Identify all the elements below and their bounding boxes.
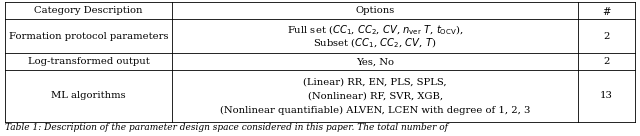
Text: Subset ($CC_1$, $CC_2$, $CV$, $T$): Subset ($CC_1$, $CC_2$, $CV$, $T$)	[314, 36, 437, 50]
Text: 2: 2	[604, 57, 610, 66]
Text: Log-transformed output: Log-transformed output	[28, 57, 149, 66]
Text: (Nonlinear quantifiable) ALVEN, LCEN with degree of 1, 2, 3: (Nonlinear quantifiable) ALVEN, LCEN wit…	[220, 106, 531, 115]
Text: Category Description: Category Description	[35, 6, 143, 15]
Text: Full set ($CC_1$, $CC_2$, $CV$, $n_\mathrm{ver}$ $T$, $t_\mathrm{OCV}$),: Full set ($CC_1$, $CC_2$, $CV$, $n_\math…	[287, 24, 463, 37]
Text: 13: 13	[600, 92, 613, 101]
Text: (Linear) RR, EN, PLS, SPLS,: (Linear) RR, EN, PLS, SPLS,	[303, 77, 447, 86]
Text: (Nonlinear) RF, SVR, XGB,: (Nonlinear) RF, SVR, XGB,	[308, 92, 443, 101]
Text: $\#$: $\#$	[602, 5, 611, 17]
Text: Options: Options	[355, 6, 395, 15]
Text: Formation protocol parameters: Formation protocol parameters	[9, 32, 168, 41]
Text: Table 1: Description of the parameter design space considered in this paper. The: Table 1: Description of the parameter de…	[5, 123, 448, 132]
Text: ML algorithms: ML algorithms	[51, 92, 126, 101]
Text: Yes, No: Yes, No	[356, 57, 394, 66]
Text: 2: 2	[604, 32, 610, 41]
